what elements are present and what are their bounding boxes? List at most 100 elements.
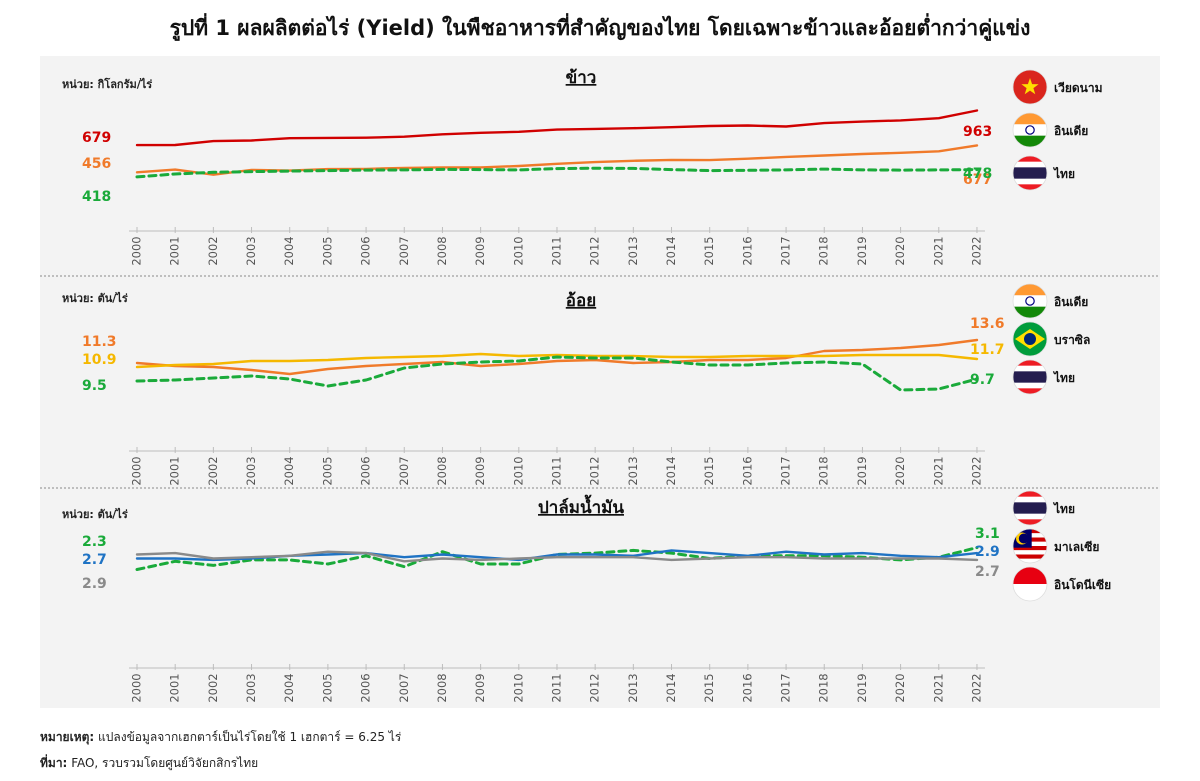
flag-green <box>1013 135 1047 147</box>
x-tick-label: 2005 <box>320 236 334 265</box>
x-tick-label: 2003 <box>244 673 258 702</box>
x-tick-label: 2006 <box>359 236 373 265</box>
chart-area: ข้าว หน่วย: กิโลกรัม/ไร่ 2000 2001 2002 2003 2… <box>40 56 1160 708</box>
x-tick-label: 2007 <box>397 673 411 702</box>
series-line-3 <box>135 166 979 179</box>
x-tick-label: 2019 <box>855 236 869 265</box>
thailand-flag <box>1013 156 1047 190</box>
x-tick-label: 2003 <box>244 456 258 485</box>
end-value-label: 478 <box>963 166 992 182</box>
source-label: ที่มา: <box>40 756 68 770</box>
x-tick-label: 2018 <box>817 236 831 265</box>
legend-label: อินเดีย <box>1054 295 1088 309</box>
x-tick-label: 2012 <box>588 236 602 265</box>
start-value-label: 418 <box>82 189 111 205</box>
thailand-flag <box>1013 360 1047 394</box>
flag-crescent-cut <box>1018 533 1029 544</box>
flag-globe <box>1024 333 1036 345</box>
x-tick-label: 2010 <box>511 236 525 265</box>
chart-panel-2: อ้อย หน่วย: ตัน/ไร่ 2000 2001 2002 2003 2004 20… <box>40 283 1160 489</box>
legend-label: ไทย <box>1052 370 1075 385</box>
flag-stripe <box>1013 558 1047 563</box>
x-tick-label: 2017 <box>779 673 793 702</box>
x-tick-label: 2015 <box>702 236 716 265</box>
series-line-1 <box>135 546 979 571</box>
end-value-label: 2.7 <box>975 564 1000 580</box>
flag-white <box>1013 124 1047 136</box>
legend-label: อินโดนีเซีย <box>1054 577 1111 592</box>
indonesia-flag-outline <box>1012 566 1048 602</box>
x-tick-label: 2003 <box>244 236 258 265</box>
x-tick-label: 2020 <box>893 236 907 265</box>
thailand-flag-outline <box>1012 490 1048 526</box>
thailand-flag-outline <box>1012 155 1048 191</box>
flag-chakra <box>1025 125 1035 135</box>
start-value-label: 10.9 <box>82 352 117 368</box>
x-tick-label: 2010 <box>511 673 525 702</box>
thailand-flag-outline <box>1012 359 1048 395</box>
series-line-3 <box>135 355 979 392</box>
x-tick-label: 2022 <box>969 673 983 702</box>
flag-stripe <box>1013 550 1047 555</box>
x-tick-label: 2001 <box>168 673 182 702</box>
legend-label: มาเลเซีย <box>1054 540 1099 554</box>
legend-label: บราซิล <box>1054 333 1090 347</box>
x-tick-label: 2006 <box>359 456 373 485</box>
footnote: หมายเหตุ: แปลงข้อมูลจากเฮกตาร์เป็นไร่โดย… <box>40 728 401 747</box>
x-tick-label: 2010 <box>511 456 525 485</box>
legend-label: ไทย <box>1052 166 1075 181</box>
x-tick-label: 2009 <box>473 673 487 702</box>
x-tick-label: 2007 <box>397 236 411 265</box>
x-tick-label: 2014 <box>664 456 678 485</box>
x-tick-label: 2002 <box>206 456 220 485</box>
x-tick-label: 2021 <box>931 236 945 265</box>
x-tick-label: 2012 <box>588 673 602 702</box>
x-tick-label: 2017 <box>779 456 793 485</box>
x-tick-label: 2005 <box>320 673 334 702</box>
end-value-label: 9.7 <box>970 372 995 388</box>
end-value-label: 677 <box>963 172 992 188</box>
flag-blue <box>1013 371 1047 383</box>
x-tick-label: 2013 <box>626 456 640 485</box>
x-tick-label: 2004 <box>282 673 296 702</box>
vietnam-flag <box>1013 70 1047 104</box>
x-tick-label: 2000 <box>130 673 144 702</box>
unit-label: หน่วย: ตัน/ไร่ <box>62 291 128 305</box>
flag-saffron <box>1013 113 1047 125</box>
x-tick-label: 2000 <box>130 456 144 485</box>
legend-label: ไทย <box>1052 501 1075 516</box>
end-value-label: 963 <box>963 124 992 140</box>
x-tick-label: 2004 <box>282 236 296 265</box>
x-tick-label: 2005 <box>320 456 334 485</box>
flag-blue <box>1013 502 1047 514</box>
start-value-label: 2.9 <box>82 576 107 592</box>
x-tick-label: 2011 <box>549 236 563 265</box>
flag-red <box>1013 567 1047 584</box>
x-tick-label: 2013 <box>626 673 640 702</box>
unit-label: หน่วย: กิโลกรัม/ไร่ <box>62 77 152 91</box>
series-line-2 <box>135 352 979 369</box>
thailand-flag <box>1013 491 1047 525</box>
legend-label: เวียดนาม <box>1054 81 1103 95</box>
x-tick-label: 2017 <box>779 236 793 265</box>
x-tick-label: 2014 <box>664 673 678 702</box>
start-value-label: 9.5 <box>82 378 107 394</box>
footnote-label: หมายเหตุ: <box>40 730 95 744</box>
end-value-label: 13.6 <box>970 316 1005 332</box>
flag-stripe <box>1013 554 1047 559</box>
x-tick-label: 2004 <box>282 456 296 485</box>
start-value-label: 679 <box>82 130 111 146</box>
x-tick-label: 2002 <box>206 236 220 265</box>
charts-svg: ข้าว หน่วย: กิโลกรัม/ไร่ 2000 2001 2002 2003 2… <box>40 68 1160 703</box>
flag-chakra <box>1025 296 1035 306</box>
figure-title: รูปที่ 1 ผลผลิตต่อไร่ (Yield) ในพืชอาหาร… <box>169 16 1031 40</box>
x-tick-label: 2016 <box>740 673 754 702</box>
flag-white <box>1013 295 1047 307</box>
flag-white <box>1013 584 1047 601</box>
panel-title: ข้าว <box>566 68 597 88</box>
india-flag-outline <box>1012 283 1048 319</box>
start-value-label: 456 <box>82 156 111 172</box>
flag-saffron <box>1013 284 1047 296</box>
source-note: ที่มา: FAO, รวบรวมโดยศูนย์วิจัยกสิกรไทย <box>40 754 258 773</box>
legend-label: อินเดีย <box>1054 124 1088 138</box>
